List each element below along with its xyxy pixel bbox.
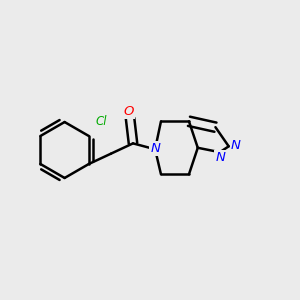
Text: O: O [123, 105, 134, 119]
Text: N: N [150, 142, 160, 154]
Text: N: N [215, 151, 225, 164]
Text: Cl: Cl [95, 115, 107, 128]
Text: N: N [231, 139, 241, 152]
